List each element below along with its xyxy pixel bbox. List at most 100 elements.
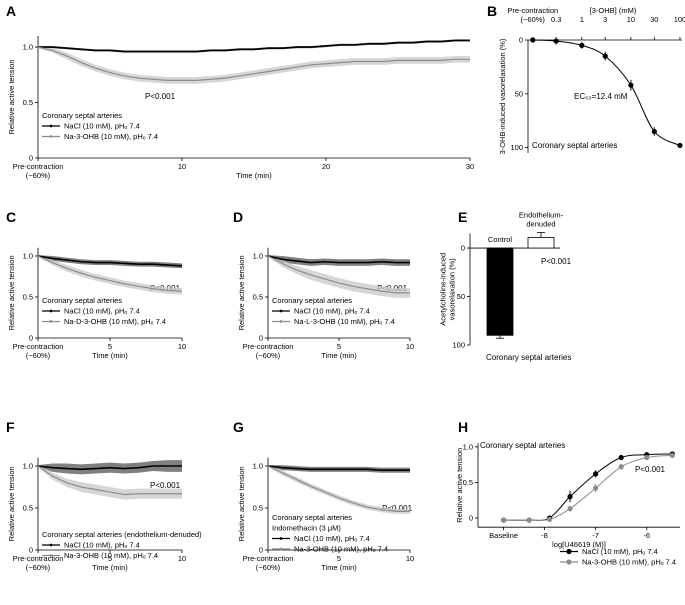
series-line xyxy=(37,255,183,267)
data-point xyxy=(593,485,599,491)
x-axis-label: Time (min) xyxy=(321,351,357,360)
annotation: P<0.001 xyxy=(145,92,176,101)
data-point xyxy=(593,471,599,477)
legend-label: NaCl (10 mM), pHₒ 7.4 xyxy=(582,547,658,556)
y-axis-label: Relative active tension xyxy=(237,255,246,330)
annotation: Coronary septal arteries xyxy=(532,141,617,150)
data-point xyxy=(669,452,675,458)
data-point xyxy=(530,37,536,43)
panel-label: A xyxy=(6,3,16,19)
x-axis-label: Time (min) xyxy=(92,351,128,360)
legend-label: NaCl (10 mM), pHₒ 7.4 xyxy=(294,307,370,316)
legend-header: Coronary septal arteries xyxy=(272,513,352,522)
legend-label: Na-3-OHB (10 mM), pHₒ 7.4 xyxy=(294,545,388,554)
y-tick-label: 1.0 xyxy=(463,442,473,451)
legend-marker xyxy=(279,537,283,540)
x-tick-label: Baseline xyxy=(489,531,518,540)
x-tick-label: 20 xyxy=(322,162,330,171)
y-tick-label: 0 xyxy=(519,36,523,45)
annotation: Coronary septal arteries xyxy=(486,353,571,362)
legend-marker xyxy=(49,124,53,128)
panel-label: F xyxy=(6,419,15,435)
data-point xyxy=(618,464,624,470)
sem-band xyxy=(38,465,182,500)
legend-marker xyxy=(566,548,572,555)
series-line xyxy=(37,255,183,292)
x-tick-label: Pre-contraction (~60%) xyxy=(243,342,294,360)
legend-header: Coronary septal arteries xyxy=(42,111,122,120)
series-line xyxy=(267,255,410,294)
x-tick-label: 5 xyxy=(337,554,341,563)
legend-header: Indomethacin (3 μM) xyxy=(272,524,341,533)
panel-label: B xyxy=(487,3,497,19)
y-tick-label: 1.0 xyxy=(253,252,263,261)
panel-label: G xyxy=(233,419,244,435)
legend-marker xyxy=(49,309,53,313)
x-tick-label: Pre-contraction (~60%) xyxy=(507,6,558,24)
legend-label: Na-3-OHB (10 mM), pHₒ 7.4 xyxy=(582,558,676,567)
annotation: P<0.001 xyxy=(150,481,181,490)
y-tick-label: 0 xyxy=(259,546,263,555)
y-axis-label: Relative active tension xyxy=(7,255,16,330)
sem-band xyxy=(268,465,410,514)
data-point xyxy=(553,38,559,44)
x-tick-label: 1 xyxy=(580,15,584,24)
y-tick-label: 0.5 xyxy=(23,293,33,302)
data-point xyxy=(677,142,683,149)
sem-band xyxy=(38,255,182,295)
y-tick-label: 0.5 xyxy=(253,504,263,513)
y-tick-label: 100 xyxy=(452,341,465,350)
legend-label: Na-3-OHB (10 mM), pHₒ 7.4 xyxy=(64,551,158,560)
series-line xyxy=(37,46,470,81)
y-tick-label: 0 xyxy=(469,513,473,522)
x-tick-label: Pre-contraction (~60%) xyxy=(13,162,64,180)
data-point xyxy=(567,506,573,512)
y-tick-label: 0 xyxy=(29,546,33,555)
y-axis-label: 3-OHB-induced vasorelaxation (%) xyxy=(498,38,507,154)
x-tick-label: 30 xyxy=(466,162,474,171)
legend-marker xyxy=(49,135,53,138)
panel-label: E xyxy=(458,209,467,225)
panel-label: H xyxy=(458,419,468,435)
x-tick-label: 10 xyxy=(178,554,186,563)
y-tick-label: 0 xyxy=(259,334,263,343)
legend-marker xyxy=(566,559,572,565)
legend-label: Na-3-OHB (10 mM), pHₒ 7.4 xyxy=(64,132,158,141)
legend-marker xyxy=(49,543,53,547)
x-tick-label: 100 xyxy=(674,15,685,24)
legend-label: NaCl (10 mM), pHₒ 7.4 xyxy=(294,534,370,543)
x-tick-label: -7 xyxy=(592,531,599,540)
x-tick-label: 10 xyxy=(178,162,186,171)
y-tick-label: 1.0 xyxy=(23,252,33,261)
data-point xyxy=(602,53,608,59)
data-point xyxy=(579,42,585,48)
y-axis-label: Relative active tension xyxy=(7,466,16,541)
legend-label: NaCl (10 mM), pHₒ 7.4 xyxy=(64,307,140,316)
series-line xyxy=(37,465,182,471)
series-line xyxy=(267,465,410,471)
y-tick-label: 1.0 xyxy=(253,462,263,471)
data-point xyxy=(644,454,650,461)
annotation: P<0.001 xyxy=(541,257,572,266)
y-tick-label: 0.5 xyxy=(23,98,33,107)
fit-curve xyxy=(503,453,673,521)
x-tick-label: 3 xyxy=(603,15,607,24)
x-axis-label: Time (min) xyxy=(236,171,272,180)
sem-band xyxy=(268,255,410,298)
legend-marker xyxy=(49,320,53,323)
x-tick-label: 5 xyxy=(337,342,341,351)
data-point xyxy=(618,454,624,461)
y-tick-label: 50 xyxy=(457,292,465,301)
panel-label: C xyxy=(6,209,16,225)
legend-label: NaCl (10 mM), pHₒ 7.4 xyxy=(64,122,140,131)
category-label: Endothelium-denuded xyxy=(519,211,564,229)
y-axis-label: Relative active tension xyxy=(7,59,16,134)
y-tick-label: 0.5 xyxy=(23,504,33,513)
category-label: Control xyxy=(488,235,513,244)
annotation: P<0.001 xyxy=(635,465,666,474)
y-axis-label: Acetylcholine-inducedvasorelaxation (%) xyxy=(439,253,457,326)
x-tick-label: 30 xyxy=(650,15,658,24)
y-tick-label: 0 xyxy=(461,244,465,253)
